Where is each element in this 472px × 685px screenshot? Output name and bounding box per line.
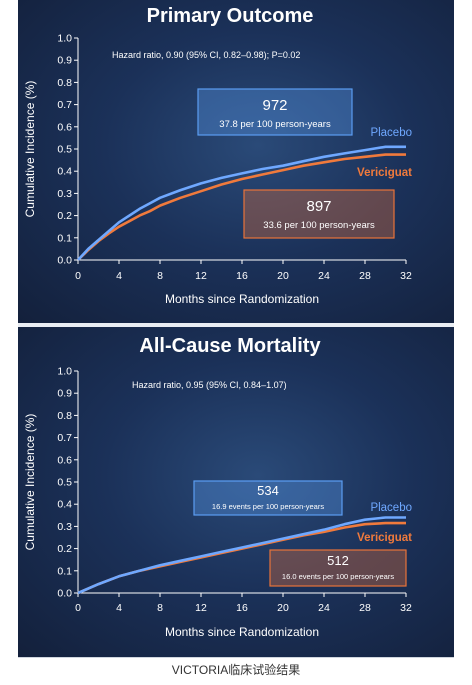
mortality-panel: All-Cause Mortality Hazard ratio, 0.95 (9… xyxy=(18,327,454,657)
placebo-label: Placebo xyxy=(370,502,412,514)
figure-caption: VICTORIA临床试验结果 xyxy=(171,663,301,677)
x-tick-label: 32 xyxy=(400,602,412,614)
x-tick-label: 24 xyxy=(318,270,330,282)
vericiguat-event-rate: 16.0 events per 100 person-years xyxy=(282,572,394,581)
x-tick-label: 24 xyxy=(318,602,330,614)
vericiguat-label: Vericiguat xyxy=(357,167,412,179)
x-tick-label: 28 xyxy=(359,602,371,614)
y-tick-label: 0.9 xyxy=(57,388,72,400)
y-axis-label: Cumulative Incidence (%) xyxy=(23,81,37,218)
panel-divider xyxy=(18,323,454,327)
x-axis-label: Months since Randomization xyxy=(165,292,319,306)
placebo-label: Placebo xyxy=(370,127,412,139)
placebo-event-count: 972 xyxy=(262,97,287,114)
x-tick-label: 16 xyxy=(236,602,248,614)
vericiguat-event-count: 897 xyxy=(306,198,331,215)
placebo-curve xyxy=(77,145,406,261)
x-tick-label: 28 xyxy=(359,270,371,282)
vericiguat-label: Vericiguat xyxy=(357,532,412,544)
x-axis-label: Months since Randomization xyxy=(165,625,319,639)
hazard-ratio-text: Hazard ratio, 0.95 (95% CI, 0.84–1.07) xyxy=(132,380,287,390)
y-tick-label: 0.2 xyxy=(57,543,72,555)
vericiguat-event-rate: 33.6 per 100 person-years xyxy=(263,220,375,231)
primary-outcome-panel: Primary Outcome Hazard ratio, 0.90 (95% C… xyxy=(18,0,454,323)
y-tick-label: 0.4 xyxy=(57,166,72,178)
placebo-event-rate: 37.8 per 100 person-years xyxy=(219,119,331,130)
y-tick-label: 1.0 xyxy=(57,366,72,378)
x-tick-label: 32 xyxy=(400,270,412,282)
chart-title: All-Cause Mortality xyxy=(139,335,321,357)
x-tick-label: 16 xyxy=(236,270,248,282)
y-tick-label: 1.0 xyxy=(57,33,72,45)
x-tick-label: 4 xyxy=(116,602,122,614)
y-tick-label: 0.3 xyxy=(57,521,72,533)
hazard-ratio-text: Hazard ratio, 0.90 (95% CI, 0.82–0.98); … xyxy=(112,50,300,60)
y-tick-label: 0.7 xyxy=(57,432,72,444)
placebo-event-box xyxy=(193,480,343,516)
placebo-curve xyxy=(77,516,406,595)
y-tick-label: 0.0 xyxy=(57,588,72,600)
placebo-event-box xyxy=(197,88,353,136)
x-tick-label: 20 xyxy=(277,270,289,282)
x-tick-label: 0 xyxy=(75,602,81,614)
x-tick-label: 12 xyxy=(195,602,207,614)
y-tick-label: 0.9 xyxy=(57,55,72,67)
vericiguat-event-box xyxy=(269,549,407,587)
placebo-event-rate: 16.9 events per 100 person-years xyxy=(212,502,324,511)
y-axis-label: Cumulative Incidence (%) xyxy=(23,414,37,551)
y-tick-label: 0.2 xyxy=(57,210,72,222)
caption-rule xyxy=(18,657,454,658)
y-tick-label: 0.4 xyxy=(57,499,72,511)
y-tick-label: 0.6 xyxy=(57,121,72,133)
x-tick-label: 8 xyxy=(157,270,163,282)
mortality-chart: All-Cause Mortality Hazard ratio, 0.95 (9… xyxy=(23,335,412,639)
vericiguat-event-box xyxy=(243,189,395,239)
vericiguat-curve xyxy=(77,153,406,261)
placebo-event-count: 534 xyxy=(257,483,279,498)
x-tick-label: 4 xyxy=(116,270,122,282)
y-tick-label: 0.5 xyxy=(57,144,72,156)
x-tick-label: 12 xyxy=(195,270,207,282)
y-tick-label: 0.3 xyxy=(57,188,72,200)
y-tick-label: 0.7 xyxy=(57,99,72,111)
primary-outcome-chart: Primary Outcome Hazard ratio, 0.90 (95% C… xyxy=(23,5,412,306)
y-tick-label: 0.1 xyxy=(57,565,72,577)
x-tick-label: 0 xyxy=(75,270,81,282)
y-tick-label: 0.0 xyxy=(57,255,72,267)
y-tick-label: 0.8 xyxy=(57,410,72,422)
y-tick-label: 0.5 xyxy=(57,477,72,489)
x-tick-label: 20 xyxy=(277,602,289,614)
y-tick-label: 0.6 xyxy=(57,454,72,466)
y-tick-label: 0.1 xyxy=(57,232,72,244)
x-tick-label: 8 xyxy=(157,602,163,614)
vericiguat-event-count: 512 xyxy=(327,553,349,568)
chart-title: Primary Outcome xyxy=(147,5,314,27)
y-tick-label: 0.8 xyxy=(57,77,72,89)
